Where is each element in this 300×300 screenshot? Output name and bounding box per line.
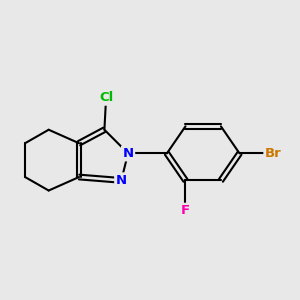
Text: Cl: Cl: [99, 91, 113, 104]
Text: Br: Br: [265, 147, 282, 160]
Text: N: N: [116, 174, 127, 187]
Text: N: N: [122, 147, 134, 160]
Text: F: F: [181, 204, 190, 217]
